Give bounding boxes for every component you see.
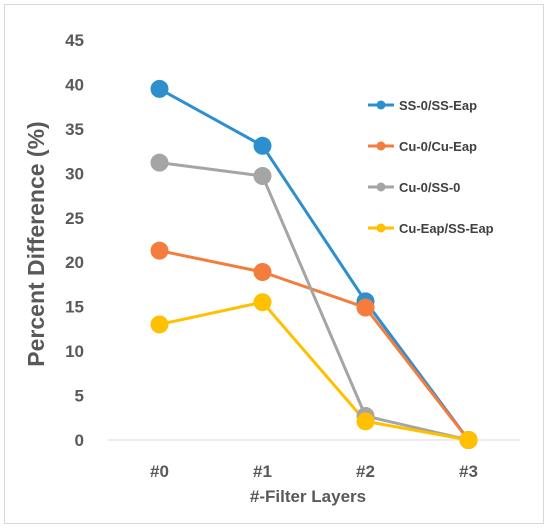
data-point-0-0 [150,79,169,98]
legend-marker-0 [376,100,386,110]
data-point-2-1 [253,167,272,185]
data-point-3-2 [356,412,375,431]
legend-marker-1 [376,141,386,151]
y-tick-label: 35 [65,120,84,139]
data-point-2-0 [150,153,169,172]
legend-label-2: Cu-0/SS-0 [399,180,460,195]
series-line-2 [159,161,469,442]
y-tick-label: 45 [65,31,84,50]
tick-labels: 0 5 10 15 20 25 30 35 40 45 #0 #1 #2 #3 [65,31,478,481]
legend-label-0: SS-0/SS-Eap [399,98,477,113]
x-tick-label: #2 [356,462,375,481]
data-point-1-1 [253,263,272,281]
legend-label-1: Cu-0/Cu-Eap [399,139,477,154]
series-line-1 [159,249,470,441]
y-tick-label: 40 [65,75,84,94]
y-axis-label: Percent Difference (%) [23,121,49,366]
x-tick-label: #1 [253,462,272,481]
data-point-1-2 [356,298,375,317]
legend: SS-0/SS-Eap Cu-0/Cu-Eap Cu-0/SS-0 Cu-Eap/SS… [368,98,494,236]
y-tick-label: 25 [65,209,84,228]
data-point-3-3 [459,431,478,449]
y-tick-label: 5 [75,387,84,406]
data-point-3-0 [150,315,169,334]
data-point-1-0 [150,241,169,260]
legend-label-3: Cu-Eap/SS-Eap [399,221,494,236]
x-tick-label: #3 [459,462,478,481]
data-point-0-1 [253,136,272,155]
y-tick-label: 30 [65,164,84,183]
x-axis-label: #-Filter Layers [250,487,366,506]
legend-marker-2 [376,182,386,192]
series-line-3 [159,300,469,442]
y-tick-label: 0 [75,431,84,450]
y-tick-label: 10 [65,342,84,361]
y-tick-label: 20 [65,253,84,272]
legend-marker-3 [376,223,386,233]
x-tick-label: #0 [150,462,169,481]
y-tick-label: 15 [65,298,84,317]
series-line-0 [158,87,470,441]
data-point-3-1 [253,293,272,312]
series-group [150,79,478,449]
